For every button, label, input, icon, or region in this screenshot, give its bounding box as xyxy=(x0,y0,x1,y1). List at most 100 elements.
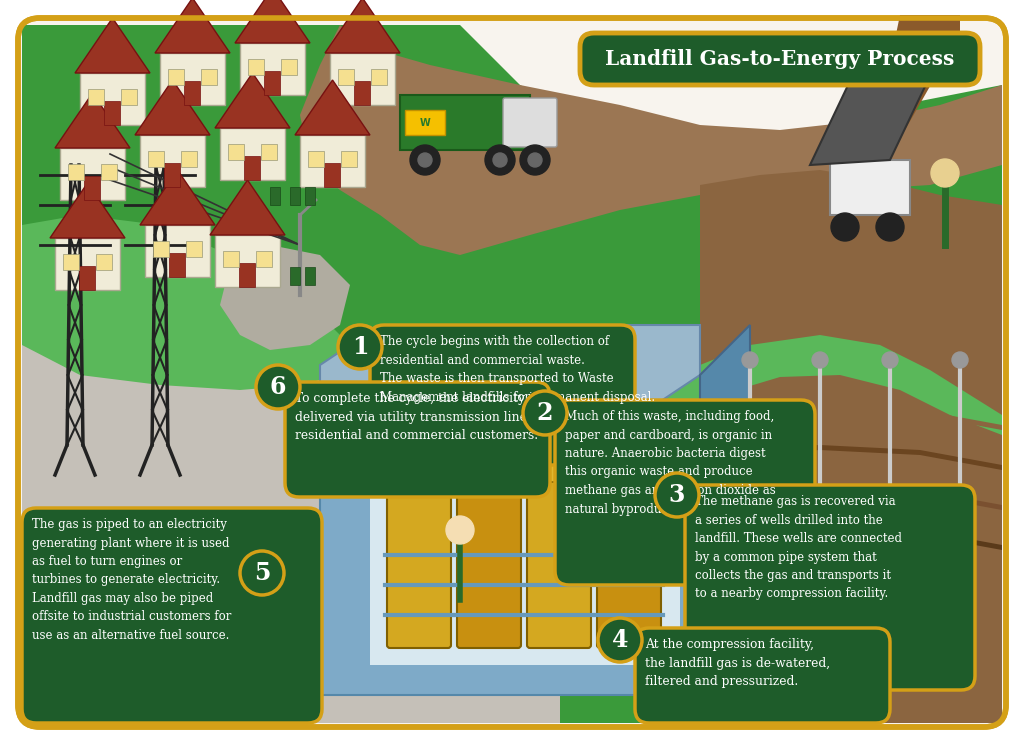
Text: 2: 2 xyxy=(537,401,553,425)
FancyBboxPatch shape xyxy=(305,187,315,205)
FancyBboxPatch shape xyxy=(169,253,185,277)
FancyBboxPatch shape xyxy=(256,251,272,267)
FancyBboxPatch shape xyxy=(186,241,202,257)
FancyBboxPatch shape xyxy=(300,135,365,187)
Text: At the compression facility,
the landfill gas is de-watered,
filtered and pressu: At the compression facility, the landfil… xyxy=(645,638,830,688)
FancyBboxPatch shape xyxy=(101,164,117,180)
FancyBboxPatch shape xyxy=(18,18,1006,727)
Polygon shape xyxy=(319,325,700,415)
FancyBboxPatch shape xyxy=(370,325,635,465)
Text: The methane gas is recovered via
a series of wells drilled into the
landfill. Th: The methane gas is recovered via a serie… xyxy=(695,495,902,600)
Circle shape xyxy=(338,325,382,369)
Circle shape xyxy=(598,618,642,662)
FancyBboxPatch shape xyxy=(685,485,975,690)
FancyBboxPatch shape xyxy=(290,267,300,285)
FancyBboxPatch shape xyxy=(503,98,557,147)
FancyBboxPatch shape xyxy=(223,251,239,267)
Polygon shape xyxy=(220,245,350,350)
FancyBboxPatch shape xyxy=(239,263,255,287)
FancyBboxPatch shape xyxy=(248,59,264,75)
Polygon shape xyxy=(370,435,680,665)
FancyBboxPatch shape xyxy=(538,438,582,482)
FancyBboxPatch shape xyxy=(354,81,370,105)
Polygon shape xyxy=(620,335,1002,440)
FancyBboxPatch shape xyxy=(580,33,980,85)
FancyBboxPatch shape xyxy=(164,163,180,187)
Polygon shape xyxy=(135,80,210,135)
FancyBboxPatch shape xyxy=(635,628,890,723)
Polygon shape xyxy=(700,445,1002,470)
FancyBboxPatch shape xyxy=(468,438,512,482)
FancyBboxPatch shape xyxy=(240,43,305,95)
FancyBboxPatch shape xyxy=(215,235,280,287)
Polygon shape xyxy=(22,315,560,723)
Circle shape xyxy=(240,551,284,595)
Text: W: W xyxy=(420,118,430,128)
FancyBboxPatch shape xyxy=(80,73,145,125)
Circle shape xyxy=(485,145,515,175)
Polygon shape xyxy=(22,215,350,390)
FancyBboxPatch shape xyxy=(527,472,591,648)
Text: 6: 6 xyxy=(269,375,287,399)
FancyBboxPatch shape xyxy=(264,71,280,95)
FancyBboxPatch shape xyxy=(400,95,530,150)
FancyBboxPatch shape xyxy=(457,472,521,648)
Polygon shape xyxy=(870,15,961,165)
FancyBboxPatch shape xyxy=(96,254,112,270)
FancyBboxPatch shape xyxy=(88,89,104,105)
Text: The gas is piped to an electricity
generating plant where it is used
as fuel to : The gas is piped to an electricity gener… xyxy=(32,518,231,642)
Text: 5: 5 xyxy=(254,561,270,585)
FancyBboxPatch shape xyxy=(60,148,125,200)
FancyBboxPatch shape xyxy=(22,508,322,723)
Polygon shape xyxy=(325,0,400,53)
FancyBboxPatch shape xyxy=(104,101,120,125)
Polygon shape xyxy=(234,0,310,43)
FancyBboxPatch shape xyxy=(55,238,120,290)
Circle shape xyxy=(931,159,959,187)
FancyBboxPatch shape xyxy=(184,81,200,105)
FancyBboxPatch shape xyxy=(168,69,184,85)
FancyBboxPatch shape xyxy=(285,382,550,497)
Polygon shape xyxy=(810,55,940,165)
Circle shape xyxy=(528,153,542,167)
Circle shape xyxy=(446,516,474,544)
Circle shape xyxy=(876,213,904,241)
Circle shape xyxy=(520,145,550,175)
Polygon shape xyxy=(155,0,230,53)
Polygon shape xyxy=(22,285,560,723)
Text: 3: 3 xyxy=(669,483,685,507)
Polygon shape xyxy=(295,80,370,135)
Circle shape xyxy=(410,145,440,175)
FancyBboxPatch shape xyxy=(290,187,300,205)
Text: The cycle begins with the collection of
residential and commercial waste.
The wa: The cycle begins with the collection of … xyxy=(380,335,655,404)
FancyBboxPatch shape xyxy=(63,254,79,270)
FancyBboxPatch shape xyxy=(84,176,100,200)
FancyBboxPatch shape xyxy=(145,225,210,277)
FancyBboxPatch shape xyxy=(244,156,260,180)
Circle shape xyxy=(493,153,507,167)
Text: To complete the cycle, the electricity is
delivered via utility transmission lin: To complete the cycle, the electricity i… xyxy=(295,392,549,442)
FancyBboxPatch shape xyxy=(121,89,137,105)
Polygon shape xyxy=(75,18,150,73)
FancyBboxPatch shape xyxy=(406,110,445,135)
FancyBboxPatch shape xyxy=(153,241,169,257)
Circle shape xyxy=(256,365,300,409)
FancyBboxPatch shape xyxy=(324,163,340,187)
Text: Much of this waste, including food,
paper and cardboard, is organic in
nature. A: Much of this waste, including food, pape… xyxy=(565,410,776,516)
FancyBboxPatch shape xyxy=(181,151,197,167)
Circle shape xyxy=(882,352,898,368)
FancyBboxPatch shape xyxy=(305,267,315,285)
FancyBboxPatch shape xyxy=(68,164,84,180)
FancyBboxPatch shape xyxy=(308,151,324,167)
FancyBboxPatch shape xyxy=(261,144,278,160)
Polygon shape xyxy=(700,515,885,545)
Polygon shape xyxy=(700,525,1002,550)
Polygon shape xyxy=(215,73,290,128)
FancyBboxPatch shape xyxy=(338,69,354,85)
Circle shape xyxy=(952,352,968,368)
Text: Landfill Gas-to-Energy Process: Landfill Gas-to-Energy Process xyxy=(605,49,954,69)
Polygon shape xyxy=(210,180,285,235)
FancyBboxPatch shape xyxy=(228,144,244,160)
Circle shape xyxy=(831,213,859,241)
FancyBboxPatch shape xyxy=(270,187,280,205)
